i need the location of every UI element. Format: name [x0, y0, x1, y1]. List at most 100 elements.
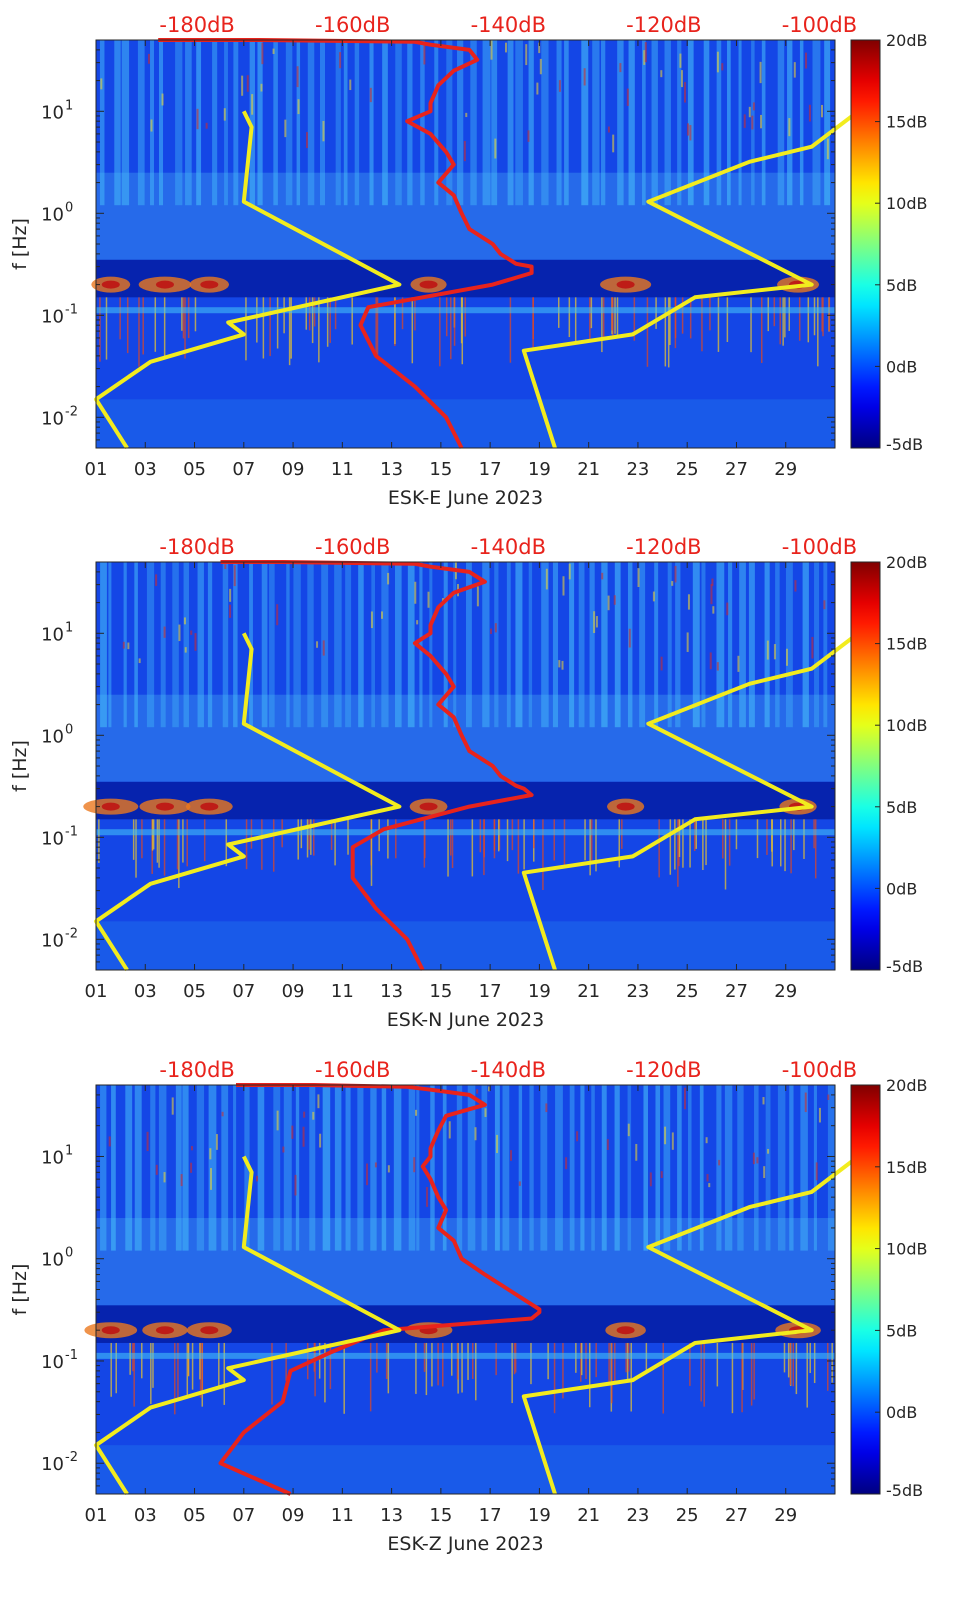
y-axis-label: f [Hz] — [9, 1264, 31, 1316]
x-tick-label: 13 — [380, 459, 403, 480]
x-tick-label: 29 — [774, 1505, 797, 1526]
y-tick-exponent: 1 — [65, 620, 73, 635]
x-tick-label: 27 — [725, 1505, 748, 1526]
x-tick-label: 05 — [183, 459, 206, 480]
top-db-label: -120dB — [626, 13, 701, 37]
x-tick-label: 11 — [331, 981, 354, 1002]
x-tick-label: 29 — [774, 459, 797, 480]
x-tick-label: 01 — [85, 981, 108, 1002]
x-tick-label: 17 — [479, 459, 502, 480]
x-tick-label: 07 — [232, 981, 255, 1002]
top-db-label: -160dB — [315, 535, 390, 559]
y-tick-label: 10 — [41, 1352, 64, 1373]
series-line-noise-model-low — [94, 110, 402, 450]
y-axis-label: f [Hz] — [9, 740, 31, 792]
x-tick-label: 21 — [577, 1505, 600, 1526]
x-tick-label: 17 — [479, 1505, 502, 1526]
x-tick-label: 07 — [232, 1505, 255, 1526]
colorbar — [850, 561, 881, 971]
x-tick-label: 13 — [380, 1505, 403, 1526]
x-tick-label: 23 — [626, 981, 649, 1002]
spectrogram-image — [84, 1085, 836, 1494]
colorbar-tick-label: 5dB — [886, 798, 917, 817]
colorbar-tick-label: 20dB — [886, 31, 928, 50]
series-line-station-psd-median — [218, 1083, 542, 1496]
x-tick-label: 25 — [676, 981, 699, 1002]
x-tick-label: 15 — [429, 981, 452, 1002]
y-tick-label: 10 — [41, 624, 64, 645]
x-axis-label: ESK-N June 2023 — [387, 1009, 544, 1031]
y-tick-label: 10 — [41, 1454, 64, 1475]
x-tick-label: 13 — [380, 981, 403, 1002]
x-tick-label: 29 — [774, 981, 797, 1002]
x-tick-label: 27 — [725, 459, 748, 480]
colorbar — [850, 39, 881, 449]
x-tick-label: 03 — [134, 459, 157, 480]
spectrogram-image — [91, 40, 835, 448]
series-line-noise-model-low — [94, 632, 402, 972]
x-tick-label: 21 — [577, 459, 600, 480]
x-tick-label: 25 — [676, 459, 699, 480]
x-tick-label: 05 — [183, 981, 206, 1002]
y-axis-label: f [Hz] — [9, 218, 31, 270]
colorbar-tick-label: 10dB — [886, 716, 928, 735]
y-tick-exponent: -2 — [65, 404, 78, 419]
x-tick-label: 11 — [331, 459, 354, 480]
colorbar-tick-label: 5dB — [886, 276, 917, 295]
top-db-label: -120dB — [626, 535, 701, 559]
y-tick-label: 10 — [41, 726, 64, 747]
y-tick-exponent: -2 — [65, 926, 78, 941]
y-tick-exponent: 0 — [65, 722, 73, 737]
x-tick-label: 23 — [626, 1505, 649, 1526]
colorbar-tick-label: -5dB — [886, 435, 923, 454]
top-db-label: -160dB — [315, 1058, 390, 1082]
x-tick-label: 03 — [134, 981, 157, 1002]
top-db-label: -140dB — [471, 1058, 546, 1082]
colorbar-tick-label: 10dB — [886, 1240, 928, 1259]
top-db-label: -160dB — [315, 13, 390, 37]
y-tick-exponent: 0 — [65, 200, 73, 215]
x-tick-label: 25 — [676, 1505, 699, 1526]
colorbar-tick-label: 5dB — [886, 1321, 917, 1340]
x-tick-label: 15 — [429, 459, 452, 480]
series-line-noise-model-high — [521, 631, 860, 971]
colorbar-tick-label: 0dB — [886, 1403, 917, 1422]
y-tick-exponent: -1 — [65, 302, 78, 317]
colorbar-tick-label: 20dB — [886, 553, 928, 572]
top-db-label: -140dB — [471, 13, 546, 37]
x-tick-label: 01 — [85, 1505, 108, 1526]
top-db-label: -180dB — [159, 535, 234, 559]
x-tick-label: 09 — [282, 459, 305, 480]
x-tick-label: 19 — [528, 1505, 551, 1526]
top-db-label: -100dB — [782, 535, 857, 559]
y-tick-label: 10 — [41, 1250, 64, 1271]
x-tick-label: 07 — [232, 459, 255, 480]
colorbar-tick-label: 10dB — [886, 194, 928, 213]
colorbar-tick-label: 15dB — [886, 113, 928, 132]
colorbar-tick-label: 0dB — [886, 357, 917, 376]
x-axis-label: ESK-E June 2023 — [388, 487, 543, 509]
series-line-station-psd-median — [220, 560, 534, 971]
y-tick-exponent: -1 — [65, 1348, 78, 1363]
top-db-label: -140dB — [471, 535, 546, 559]
top-db-label: -100dB — [782, 13, 857, 37]
colorbar-tick-label: 20dB — [886, 1076, 928, 1095]
x-tick-label: 15 — [429, 1505, 452, 1526]
x-tick-label: 19 — [528, 981, 551, 1002]
colorbar-tick-label: 15dB — [886, 1158, 928, 1177]
colorbar-tick-label: -5dB — [886, 957, 923, 976]
colorbar-tick-label: 0dB — [886, 879, 917, 898]
y-tick-exponent: 1 — [65, 1143, 73, 1158]
top-db-label: -180dB — [159, 1058, 234, 1082]
y-tick-label: 10 — [41, 828, 64, 849]
y-tick-exponent: 1 — [65, 98, 73, 113]
x-tick-label: 03 — [134, 1505, 157, 1526]
top-db-label: -180dB — [159, 13, 234, 37]
x-tick-label: 19 — [528, 459, 551, 480]
y-tick-exponent: 0 — [65, 1246, 73, 1261]
y-tick-label: 10 — [41, 204, 64, 225]
y-tick-exponent: -1 — [65, 824, 78, 839]
